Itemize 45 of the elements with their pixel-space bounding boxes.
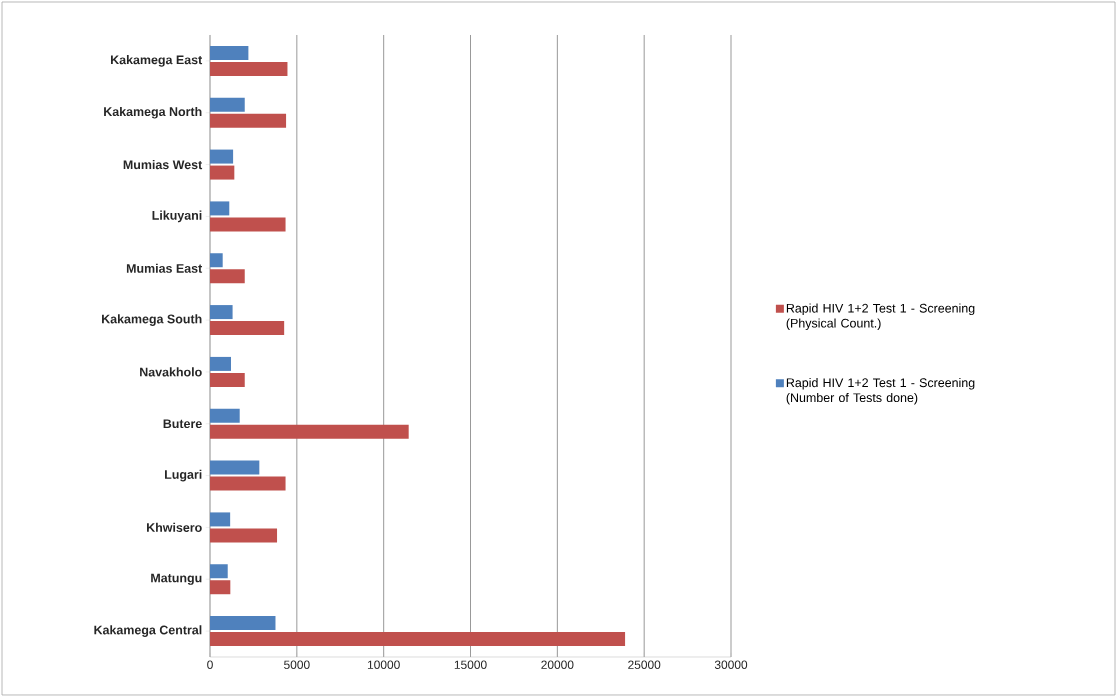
y-tick-label: Mumias West (123, 159, 203, 170)
y-tick-label: Kakamega East (111, 55, 203, 67)
bar (210, 97, 245, 112)
bar (210, 321, 285, 336)
bar (210, 512, 231, 527)
bar (210, 580, 231, 595)
x-tick-label: 15000 (454, 660, 487, 669)
bar (210, 269, 245, 284)
y-tick-label: Mumias East (126, 263, 203, 273)
x-tick-label: 20000 (541, 660, 574, 669)
bar (210, 217, 286, 232)
legend-label: Rapid HIV 1+2 Test 1 - Screening (Number of Tests done) (786, 377, 975, 405)
bar (210, 476, 286, 491)
x-tick-label: 30000 (714, 660, 748, 669)
y-tick-label: Navakholo (140, 367, 202, 377)
y-tick-label: Likuyani (152, 210, 202, 223)
bar (210, 372, 245, 387)
bar (210, 305, 233, 320)
y-tick-label: Khwisero (147, 522, 202, 532)
bar (210, 632, 626, 647)
bar (210, 149, 234, 164)
y-tick-label: Lugari (165, 469, 202, 482)
y-tick-label: Kakamega South (102, 314, 202, 326)
bar (210, 113, 287, 128)
bar (210, 460, 260, 475)
bar (210, 616, 276, 631)
bar (210, 61, 288, 76)
bar (210, 528, 278, 543)
bar (210, 564, 228, 579)
y-tick-label: Butere (163, 419, 202, 429)
x-tick-label: 5000 (284, 660, 310, 669)
bar (210, 253, 223, 268)
bar (210, 201, 230, 216)
x-tick-label: 0 (207, 660, 213, 669)
bar (210, 424, 409, 439)
legend-label: Rapid HIV 1+2 Test 1 - Screening (Physical Count.) (786, 303, 975, 331)
y-tick-label: Matungu (151, 573, 202, 585)
bar (210, 408, 240, 423)
x-tick-label: 10000 (367, 660, 400, 669)
y-tick-label: Kakamega Central (94, 625, 202, 637)
bar (210, 45, 249, 60)
bar (210, 165, 235, 180)
bar (210, 356, 232, 371)
x-tick-label: 25000 (628, 660, 661, 669)
y-tick-label: Kakamega North (104, 106, 202, 119)
